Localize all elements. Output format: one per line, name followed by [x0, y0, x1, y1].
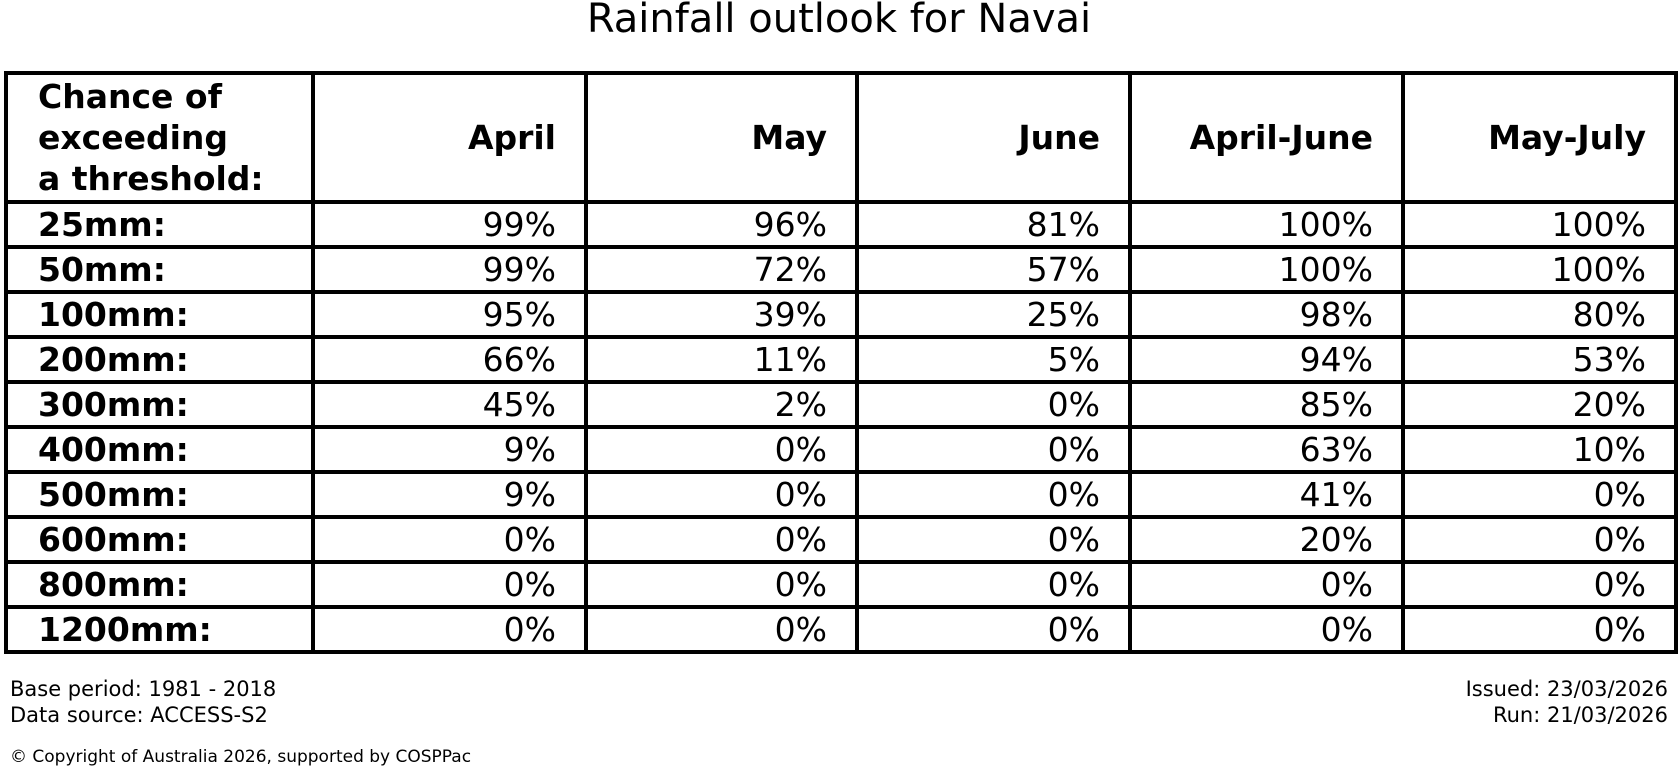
- probability-value: 0%: [311, 515, 588, 564]
- probability-value: 10%: [1401, 425, 1678, 474]
- probability-value: 100%: [1128, 245, 1405, 294]
- probability-value: 20%: [1128, 515, 1405, 564]
- probability-value: 81%: [855, 200, 1132, 249]
- probability-value: 85%: [1128, 380, 1405, 429]
- probability-value: 0%: [584, 470, 859, 519]
- copyright-text: © Copyright of Australia 2026, supported…: [10, 747, 472, 767]
- table-row: 50mm: 99% 72% 57% 100% 100%: [4, 245, 1678, 294]
- probability-value: 63%: [1128, 425, 1405, 474]
- probability-value: 100%: [1401, 245, 1678, 294]
- probability-value: 0%: [1401, 470, 1678, 519]
- probability-value: 95%: [311, 290, 588, 339]
- probability-value: 99%: [311, 245, 588, 294]
- table-row: 300mm: 45% 2% 0% 85% 20%: [4, 380, 1678, 429]
- threshold-label: 50mm:: [4, 245, 315, 294]
- probability-value: 0%: [855, 425, 1132, 474]
- probability-value: 11%: [584, 335, 859, 384]
- threshold-label: 400mm:: [4, 425, 315, 474]
- footer-right: Issued: 23/03/2026 Run: 21/03/2026: [1466, 676, 1668, 728]
- probability-value: 45%: [311, 380, 588, 429]
- table-row: 800mm: 0% 0% 0% 0% 0%: [4, 560, 1678, 609]
- issued-date-text: Issued: 23/03/2026: [1465, 677, 1668, 701]
- data-source-text: Data source: ACCESS-S2: [10, 703, 268, 727]
- probability-value: 57%: [855, 245, 1132, 294]
- threshold-label: 100mm:: [4, 290, 315, 339]
- probability-value: 0%: [584, 560, 859, 609]
- probability-value: 0%: [1401, 515, 1678, 564]
- probability-value: 0%: [855, 380, 1132, 429]
- probability-value: 0%: [584, 425, 859, 474]
- probability-value: 94%: [1128, 335, 1405, 384]
- probability-value: 100%: [1128, 200, 1405, 249]
- table-row: 200mm: 66% 11% 5% 94% 53%: [4, 335, 1678, 384]
- threshold-label: 200mm:: [4, 335, 315, 384]
- probability-value: 25%: [855, 290, 1132, 339]
- table-row: 100mm: 95% 39% 25% 98% 80%: [4, 290, 1678, 339]
- column-header-may: May: [584, 71, 859, 204]
- probability-value: 0%: [311, 605, 588, 654]
- threshold-label: 600mm:: [4, 515, 315, 564]
- probability-value: 0%: [311, 560, 588, 609]
- probability-value: 0%: [855, 470, 1132, 519]
- probability-value: 0%: [855, 515, 1132, 564]
- probability-value: 98%: [1128, 290, 1405, 339]
- probability-value: 53%: [1401, 335, 1678, 384]
- probability-value: 9%: [311, 470, 588, 519]
- probability-value: 0%: [1401, 605, 1678, 654]
- column-header-may-july: May-July: [1401, 71, 1678, 204]
- threshold-label: 300mm:: [4, 380, 315, 429]
- threshold-column-header: Chance of exceeding a threshold:: [4, 71, 315, 204]
- probability-value: 9%: [311, 425, 588, 474]
- rainfall-outlook-table: Chance of exceeding a threshold: April M…: [4, 71, 1678, 654]
- base-period-text: Base period: 1981 - 2018: [10, 677, 277, 701]
- probability-value: 66%: [311, 335, 588, 384]
- probability-value: 41%: [1128, 470, 1405, 519]
- probability-value: 72%: [584, 245, 859, 294]
- table-row: 500mm: 9% 0% 0% 41% 0%: [4, 470, 1678, 519]
- probability-value: 2%: [584, 380, 859, 429]
- column-header-april-june: April-June: [1128, 71, 1405, 204]
- probability-value: 0%: [584, 515, 859, 564]
- threshold-label: 800mm:: [4, 560, 315, 609]
- footer-left: Base period: 1981 - 2018 Data source: AC…: [10, 676, 276, 728]
- probability-value: 0%: [855, 605, 1132, 654]
- probability-value: 39%: [584, 290, 859, 339]
- table-row: 600mm: 0% 0% 0% 20% 0%: [4, 515, 1678, 564]
- probability-value: 5%: [855, 335, 1132, 384]
- page-title: Rainfall outlook for Navai: [586, 0, 1092, 42]
- probability-value: 100%: [1401, 200, 1678, 249]
- run-date-text: Run: 21/03/2026: [1492, 703, 1668, 727]
- table-body: 25mm: 99% 96% 81% 100% 100% 50mm: 99% 72% 57% 100%…: [4, 200, 1678, 654]
- probability-value: 0%: [1128, 560, 1405, 609]
- column-header-june: June: [855, 71, 1132, 204]
- probability-value: 0%: [584, 605, 859, 654]
- threshold-label: 500mm:: [4, 470, 315, 519]
- threshold-label: 1200mm:: [4, 605, 315, 654]
- probability-value: 99%: [311, 200, 588, 249]
- probability-value: 0%: [855, 560, 1132, 609]
- threshold-label: 25mm:: [4, 200, 315, 249]
- probability-value: 96%: [584, 200, 859, 249]
- table-row: 1200mm: 0% 0% 0% 0% 0%: [4, 605, 1678, 654]
- probability-value: 0%: [1128, 605, 1405, 654]
- column-header-april: April: [311, 71, 588, 204]
- table-row: 400mm: 9% 0% 0% 63% 10%: [4, 425, 1678, 474]
- table-row: 25mm: 99% 96% 81% 100% 100%: [4, 200, 1678, 249]
- probability-value: 0%: [1401, 560, 1678, 609]
- probability-value: 80%: [1401, 290, 1678, 339]
- probability-value: 20%: [1401, 380, 1678, 429]
- table-header-row: Chance of exceeding a threshold: April M…: [4, 71, 1678, 204]
